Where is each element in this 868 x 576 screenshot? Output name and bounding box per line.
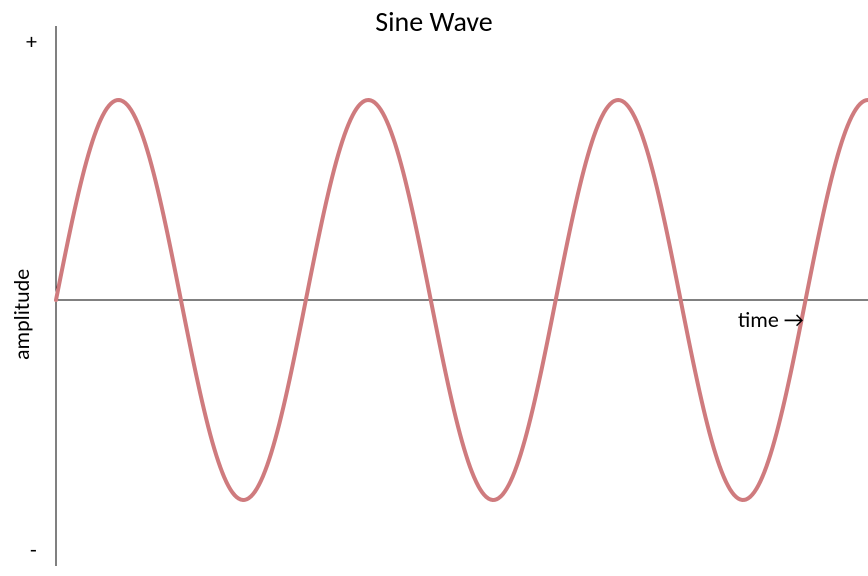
y-tick-minus: - — [30, 536, 37, 563]
y-tick-plus: + — [26, 28, 37, 55]
x-axis-label: time → — [738, 306, 804, 333]
y-axis-label: amplitude — [8, 269, 35, 360]
chart-svg — [0, 0, 868, 576]
chart-title: Sine Wave — [0, 4, 868, 39]
chart-container: Sine Wave amplitude time → + - — [0, 0, 868, 576]
